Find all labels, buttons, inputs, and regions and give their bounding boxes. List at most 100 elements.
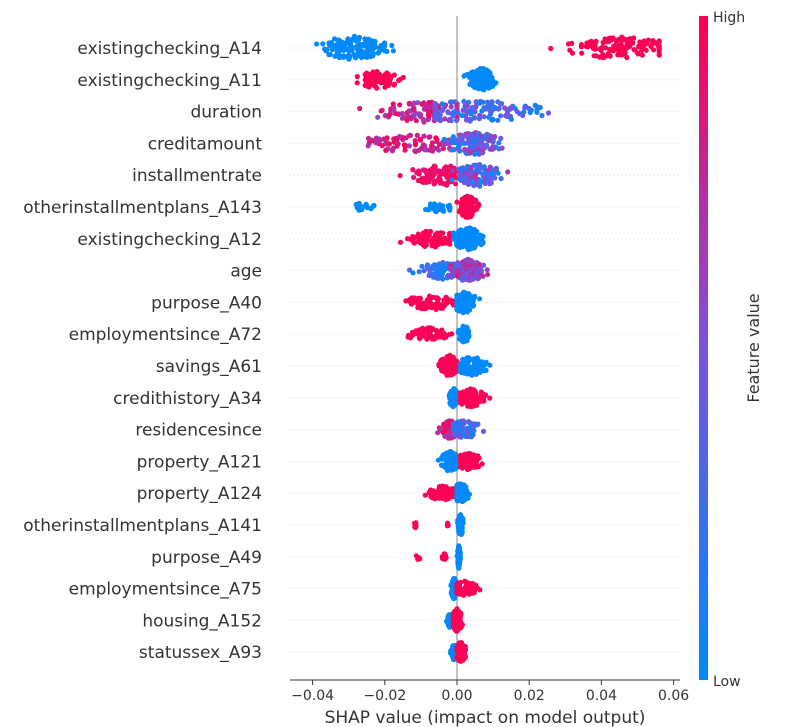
- shap-point: [639, 40, 645, 46]
- shap-point: [345, 54, 351, 60]
- shap-point: [391, 72, 397, 78]
- shap-point: [356, 35, 362, 42]
- shap-point: [448, 392, 454, 398]
- shap-point: [410, 167, 416, 173]
- shap-point: [430, 174, 436, 180]
- shap-point: [434, 302, 441, 308]
- shap-point: [383, 147, 389, 153]
- shap-point: [458, 369, 464, 375]
- shap-point: [467, 150, 473, 156]
- shap-point: [389, 42, 395, 49]
- shap-point: [441, 136, 447, 142]
- shap-point: [502, 105, 508, 111]
- colorbar-title: Feature value: [744, 293, 763, 402]
- shap-point: [604, 39, 610, 45]
- shap-point: [503, 113, 509, 119]
- shap-point: [473, 104, 479, 110]
- shap-point: [453, 420, 459, 426]
- shap-point: [481, 262, 487, 268]
- shap-point: [340, 53, 346, 59]
- shap-point: [505, 169, 511, 175]
- shap-point: [460, 457, 466, 463]
- shap-point: [420, 116, 426, 123]
- shap-point: [357, 105, 363, 112]
- shap-point: [428, 326, 434, 332]
- shap-point: [462, 325, 468, 331]
- shap-point: [416, 147, 422, 153]
- shap-point: [407, 267, 413, 273]
- shap-point: [459, 166, 465, 172]
- shap-point: [383, 137, 389, 143]
- shap-point: [432, 107, 438, 113]
- shap-point: [467, 466, 473, 472]
- shap-point: [412, 524, 419, 531]
- shap-point: [448, 273, 454, 279]
- shap-point: [363, 201, 369, 207]
- shap-point: [442, 464, 448, 470]
- shap-point: [468, 111, 474, 117]
- shap-point: [450, 168, 456, 174]
- shap-point: [356, 207, 362, 213]
- shap-point: [451, 109, 457, 115]
- shap-point: [448, 118, 454, 124]
- feature-label-duration: duration: [190, 103, 262, 123]
- shap-point: [422, 492, 428, 498]
- shap-point: [483, 367, 489, 373]
- shap-point: [417, 305, 424, 311]
- shap-point: [439, 171, 445, 177]
- shap-point: [439, 270, 445, 276]
- shap-point: [644, 41, 650, 47]
- shap-point: [459, 112, 465, 119]
- x-ticks: −0.04 −0.02 0.00 0.02 0.04 0.06: [291, 680, 689, 704]
- shap-point: [591, 53, 597, 59]
- shap-point: [585, 43, 591, 49]
- shap-point: [332, 36, 338, 42]
- shap-point: [423, 232, 429, 238]
- shap-point: [455, 263, 461, 270]
- shap-point: [440, 107, 446, 113]
- shap-point: [429, 140, 435, 146]
- shap-point: [650, 38, 656, 44]
- shap-point: [489, 83, 496, 89]
- shap-point: [378, 108, 384, 114]
- shap-point: [468, 367, 474, 373]
- shap-point: [461, 73, 467, 79]
- shap-point: [456, 143, 462, 149]
- shap-point: [412, 142, 418, 148]
- shap-point: [416, 111, 423, 117]
- shap-point: [460, 230, 466, 237]
- feature-label-savings_A61: savings_A61: [156, 357, 262, 377]
- feature-label-purpose_A49: purpose_A49: [151, 548, 262, 568]
- shap-point: [460, 295, 466, 301]
- shap-point: [417, 336, 423, 342]
- shap-point: [341, 47, 347, 53]
- shap-point: [450, 356, 456, 362]
- shap-point: [346, 48, 352, 54]
- shap-point: [479, 133, 485, 139]
- shap-point: [413, 328, 419, 334]
- shap-point: [533, 103, 540, 109]
- shap-point: [469, 226, 476, 233]
- shap-point: [359, 204, 366, 210]
- shap-point: [416, 171, 422, 177]
- shap-point: [472, 171, 479, 177]
- shap-point: [478, 179, 484, 185]
- shap-point: [462, 238, 468, 244]
- shap-point: [607, 53, 613, 59]
- colorbar-low-label: Low: [713, 674, 741, 690]
- shap-point: [426, 266, 432, 272]
- shap-point: [419, 179, 425, 185]
- shap-point: [475, 456, 481, 462]
- shap-point: [383, 141, 389, 147]
- shap-point: [498, 135, 504, 141]
- shap-point: [429, 336, 435, 342]
- shap-point: [458, 497, 464, 503]
- shap-point: [467, 180, 473, 186]
- shap-point: [326, 40, 332, 46]
- shap-point: [455, 427, 461, 433]
- shap-point: [426, 113, 432, 120]
- shap-point: [436, 112, 442, 119]
- shap-point: [435, 177, 441, 183]
- shap-point: [471, 236, 477, 242]
- shap-point: [336, 40, 342, 46]
